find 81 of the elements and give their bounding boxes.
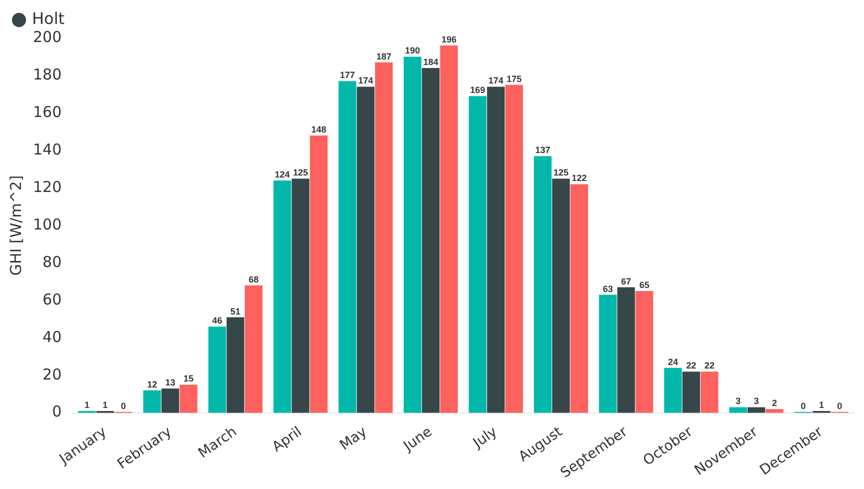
bar bbox=[617, 287, 635, 413]
data-label: 122 bbox=[572, 173, 587, 184]
data-label: 196 bbox=[441, 34, 457, 44]
data-label: 125 bbox=[293, 168, 308, 178]
data-label: 13 bbox=[165, 377, 176, 388]
bar bbox=[664, 368, 682, 413]
data-label: 1 bbox=[818, 400, 824, 410]
data-label: 0 bbox=[800, 400, 806, 411]
bar bbox=[404, 56, 422, 413]
data-label: 63 bbox=[602, 284, 613, 294]
y-tick-label: 20 bbox=[42, 365, 62, 384]
y-tick-label: 200 bbox=[32, 28, 62, 46]
bar bbox=[310, 135, 328, 413]
x-tick-label: July bbox=[470, 424, 500, 452]
data-label: 125 bbox=[553, 168, 568, 178]
y-tick-label: 80 bbox=[42, 252, 62, 271]
bar bbox=[143, 390, 161, 413]
data-label: 175 bbox=[506, 74, 522, 84]
y-tick-label: 100 bbox=[32, 215, 62, 234]
data-label: 137 bbox=[535, 145, 550, 156]
bar bbox=[570, 184, 588, 413]
data-label: 67 bbox=[621, 276, 632, 286]
bar bbox=[180, 384, 198, 413]
bar bbox=[226, 317, 244, 413]
bar bbox=[273, 180, 292, 413]
y-tick-label: 0 bbox=[52, 402, 62, 421]
data-label: 177 bbox=[340, 70, 355, 80]
bar bbox=[552, 178, 570, 413]
bar bbox=[161, 388, 180, 413]
y-tick-label: 160 bbox=[32, 102, 62, 121]
data-label: 0 bbox=[837, 400, 842, 411]
data-label: 3 bbox=[754, 396, 759, 406]
bar bbox=[747, 407, 766, 413]
bar bbox=[356, 86, 374, 413]
data-label: 2 bbox=[772, 398, 778, 408]
bar bbox=[766, 409, 784, 413]
data-label: 1 bbox=[102, 400, 108, 410]
data-label: 3 bbox=[736, 396, 741, 406]
data-label: 12 bbox=[147, 379, 158, 390]
bar bbox=[338, 81, 356, 413]
bar bbox=[422, 68, 440, 413]
data-label: 15 bbox=[184, 374, 194, 384]
legend-label: Holt bbox=[32, 9, 65, 28]
data-label: 184 bbox=[423, 56, 438, 67]
y-tick-label: 180 bbox=[32, 65, 62, 84]
y-tick-label: 40 bbox=[42, 328, 62, 346]
bar bbox=[468, 96, 486, 413]
data-label: 22 bbox=[686, 360, 696, 371]
data-label: 174 bbox=[488, 76, 504, 86]
bar bbox=[534, 156, 552, 413]
data-label: 22 bbox=[704, 360, 714, 371]
bar bbox=[244, 285, 262, 413]
bar bbox=[505, 84, 523, 413]
bar bbox=[375, 62, 393, 413]
bar bbox=[208, 326, 226, 413]
bar bbox=[700, 372, 718, 413]
data-label: 169 bbox=[470, 85, 486, 96]
data-label: 124 bbox=[274, 169, 290, 180]
bar bbox=[599, 294, 617, 413]
data-label: 46 bbox=[212, 316, 222, 326]
data-label: 24 bbox=[668, 356, 678, 367]
data-label: 0 bbox=[120, 400, 126, 411]
y-tick-label: 60 bbox=[42, 290, 62, 308]
bar bbox=[729, 407, 747, 413]
data-label: 174 bbox=[358, 76, 374, 86]
bar bbox=[440, 45, 458, 413]
y-tick-label: 140 bbox=[32, 140, 62, 158]
bar bbox=[682, 372, 700, 413]
data-label: 148 bbox=[311, 124, 326, 134]
data-label: 187 bbox=[376, 51, 392, 62]
data-label: 190 bbox=[405, 46, 420, 56]
data-label: 51 bbox=[230, 306, 240, 316]
bar bbox=[487, 86, 505, 413]
y-tick-label: 120 bbox=[32, 178, 62, 196]
y-axis-title: GHI [W/m^2] bbox=[6, 175, 25, 276]
data-label: 68 bbox=[248, 274, 259, 284]
x-tick-label: May bbox=[337, 424, 370, 454]
data-label: 1 bbox=[84, 400, 90, 410]
bar bbox=[292, 178, 310, 413]
bar bbox=[635, 291, 654, 413]
data-label: 65 bbox=[639, 280, 650, 290]
